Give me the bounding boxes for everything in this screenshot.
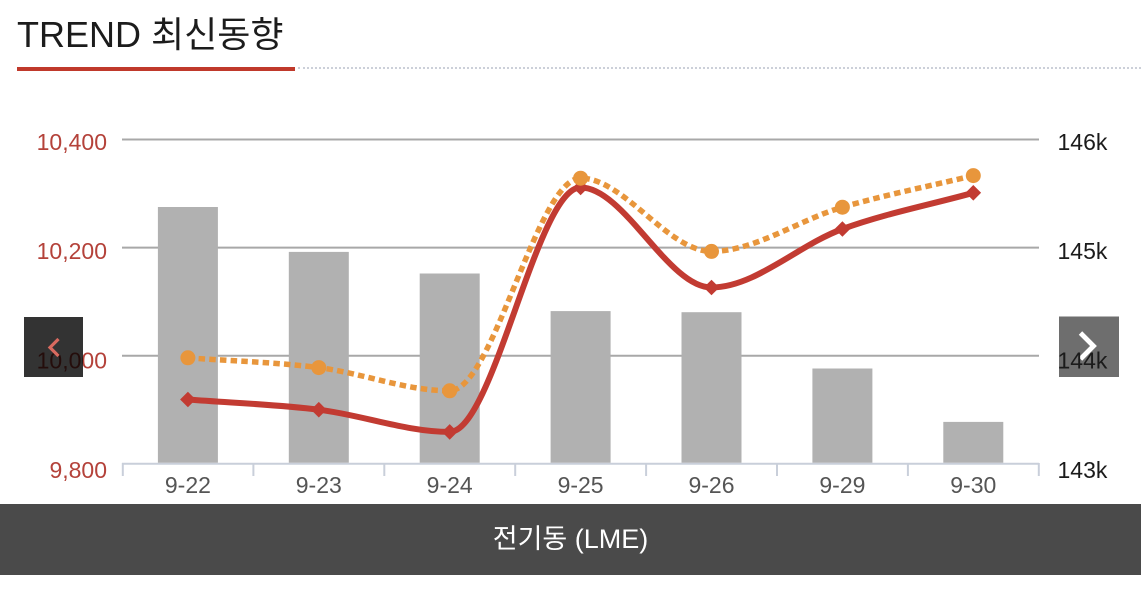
svg-text:9-30: 9-30 xyxy=(950,472,996,498)
svg-text:9-24: 9-24 xyxy=(427,472,473,498)
svg-text:10,200: 10,200 xyxy=(37,238,107,264)
svg-text:9-22: 9-22 xyxy=(165,472,211,498)
svg-text:143k: 143k xyxy=(1058,457,1108,483)
svg-text:10,400: 10,400 xyxy=(37,129,107,155)
svg-text:146k: 146k xyxy=(1058,129,1108,155)
svg-text:145k: 145k xyxy=(1058,238,1108,264)
svg-text:144k: 144k xyxy=(1058,348,1108,374)
svg-text:9-23: 9-23 xyxy=(296,472,342,498)
svg-text:9-29: 9-29 xyxy=(819,472,865,498)
svg-text:9,800: 9,800 xyxy=(49,457,107,483)
svg-text:9-25: 9-25 xyxy=(558,472,604,498)
svg-text:9-26: 9-26 xyxy=(688,472,734,498)
